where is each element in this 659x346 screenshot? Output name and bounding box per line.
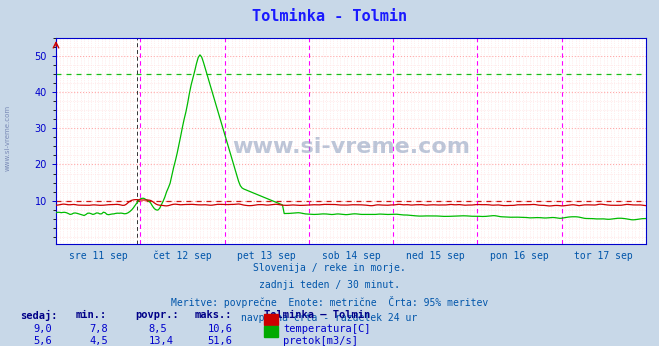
Text: sedaj:: sedaj:: [20, 310, 57, 321]
Text: pet 13 sep: pet 13 sep: [237, 251, 296, 261]
Text: navpična črta - razdelek 24 ur: navpična črta - razdelek 24 ur: [241, 313, 418, 323]
Text: 5,6: 5,6: [33, 336, 51, 346]
Text: ned 15 sep: ned 15 sep: [406, 251, 465, 261]
Text: čet 12 sep: čet 12 sep: [153, 251, 212, 261]
Text: 51,6: 51,6: [208, 336, 233, 346]
Text: 9,0: 9,0: [33, 324, 51, 334]
Text: temperatura[C]: temperatura[C]: [283, 324, 371, 334]
Text: Tolminka - Tolmin: Tolminka - Tolmin: [252, 9, 407, 24]
Text: tor 17 sep: tor 17 sep: [574, 251, 633, 261]
Text: povpr.:: povpr.:: [135, 310, 179, 320]
Text: 7,8: 7,8: [89, 324, 107, 334]
Text: 10,6: 10,6: [208, 324, 233, 334]
Text: sre 11 sep: sre 11 sep: [69, 251, 128, 261]
Text: 13,4: 13,4: [148, 336, 173, 346]
Text: min.:: min.:: [76, 310, 107, 320]
Text: Tolminka – Tolmin: Tolminka – Tolmin: [264, 310, 370, 320]
Text: www.si-vreme.com: www.si-vreme.com: [232, 137, 470, 157]
Text: maks.:: maks.:: [194, 310, 232, 320]
Text: 8,5: 8,5: [148, 324, 167, 334]
Text: Meritve: povprečne  Enote: metrične  Črta: 95% meritev: Meritve: povprečne Enote: metrične Črta:…: [171, 296, 488, 308]
Text: zadnji teden / 30 minut.: zadnji teden / 30 minut.: [259, 280, 400, 290]
Text: sob 14 sep: sob 14 sep: [322, 251, 380, 261]
Text: Slovenija / reke in morje.: Slovenija / reke in morje.: [253, 263, 406, 273]
Text: pretok[m3/s]: pretok[m3/s]: [283, 336, 358, 346]
Text: www.si-vreme.com: www.si-vreme.com: [5, 105, 11, 172]
Text: pon 16 sep: pon 16 sep: [490, 251, 549, 261]
Text: 4,5: 4,5: [89, 336, 107, 346]
